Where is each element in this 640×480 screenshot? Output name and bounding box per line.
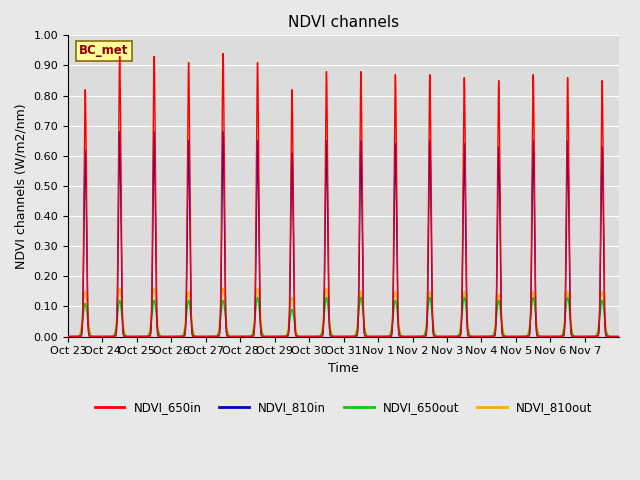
NDVI_810out bbox=[64, 334, 72, 339]
NDVI_650out bbox=[415, 334, 422, 339]
NDVI_810out bbox=[415, 334, 422, 339]
Line: NDVI_650in: NDVI_650in bbox=[68, 54, 620, 336]
Line: NDVI_810out: NDVI_810out bbox=[68, 288, 620, 336]
NDVI_650in bbox=[64, 334, 72, 339]
NDVI_650in bbox=[502, 334, 510, 339]
Line: NDVI_650out: NDVI_650out bbox=[68, 298, 620, 336]
NDVI_650in bbox=[616, 334, 623, 339]
NDVI_650out bbox=[64, 334, 72, 339]
NDVI_650out bbox=[271, 334, 278, 339]
Y-axis label: NDVI channels (W/m2/nm): NDVI channels (W/m2/nm) bbox=[15, 103, 28, 269]
NDVI_810out bbox=[271, 334, 278, 339]
NDVI_650out bbox=[502, 334, 510, 339]
NDVI_810out bbox=[116, 286, 124, 291]
NDVI_650in bbox=[264, 334, 271, 339]
Text: BC_met: BC_met bbox=[79, 44, 129, 58]
NDVI_650out bbox=[473, 334, 481, 339]
NDVI_810out bbox=[92, 334, 100, 339]
NDVI_810out bbox=[502, 334, 510, 339]
NDVI_810in bbox=[473, 334, 481, 339]
Line: NDVI_810in: NDVI_810in bbox=[68, 132, 620, 336]
NDVI_810in bbox=[390, 197, 398, 203]
NDVI_810in bbox=[264, 334, 271, 339]
NDVI_650in bbox=[92, 334, 100, 339]
NDVI_810in bbox=[64, 334, 72, 339]
NDVI_650out bbox=[253, 295, 261, 300]
Legend: NDVI_650in, NDVI_810in, NDVI_650out, NDVI_810out: NDVI_650in, NDVI_810in, NDVI_650out, NDV… bbox=[90, 396, 597, 419]
NDVI_810in bbox=[502, 334, 510, 339]
NDVI_650in bbox=[220, 51, 227, 57]
NDVI_810in bbox=[271, 334, 278, 339]
NDVI_810out bbox=[390, 293, 398, 299]
NDVI_810in bbox=[116, 129, 124, 135]
NDVI_650out bbox=[92, 334, 100, 339]
NDVI_650out bbox=[390, 301, 398, 307]
X-axis label: Time: Time bbox=[328, 362, 359, 375]
NDVI_650in bbox=[415, 334, 422, 339]
NDVI_810out bbox=[616, 334, 623, 339]
NDVI_810out bbox=[473, 334, 481, 339]
NDVI_650in bbox=[473, 334, 481, 339]
NDVI_810in bbox=[616, 334, 623, 339]
NDVI_810out bbox=[264, 334, 271, 339]
NDVI_810in bbox=[92, 334, 100, 339]
Title: NDVI channels: NDVI channels bbox=[288, 15, 399, 30]
NDVI_810in bbox=[415, 334, 422, 339]
NDVI_650out bbox=[264, 334, 271, 339]
NDVI_650out bbox=[616, 334, 623, 339]
NDVI_650in bbox=[390, 157, 398, 163]
